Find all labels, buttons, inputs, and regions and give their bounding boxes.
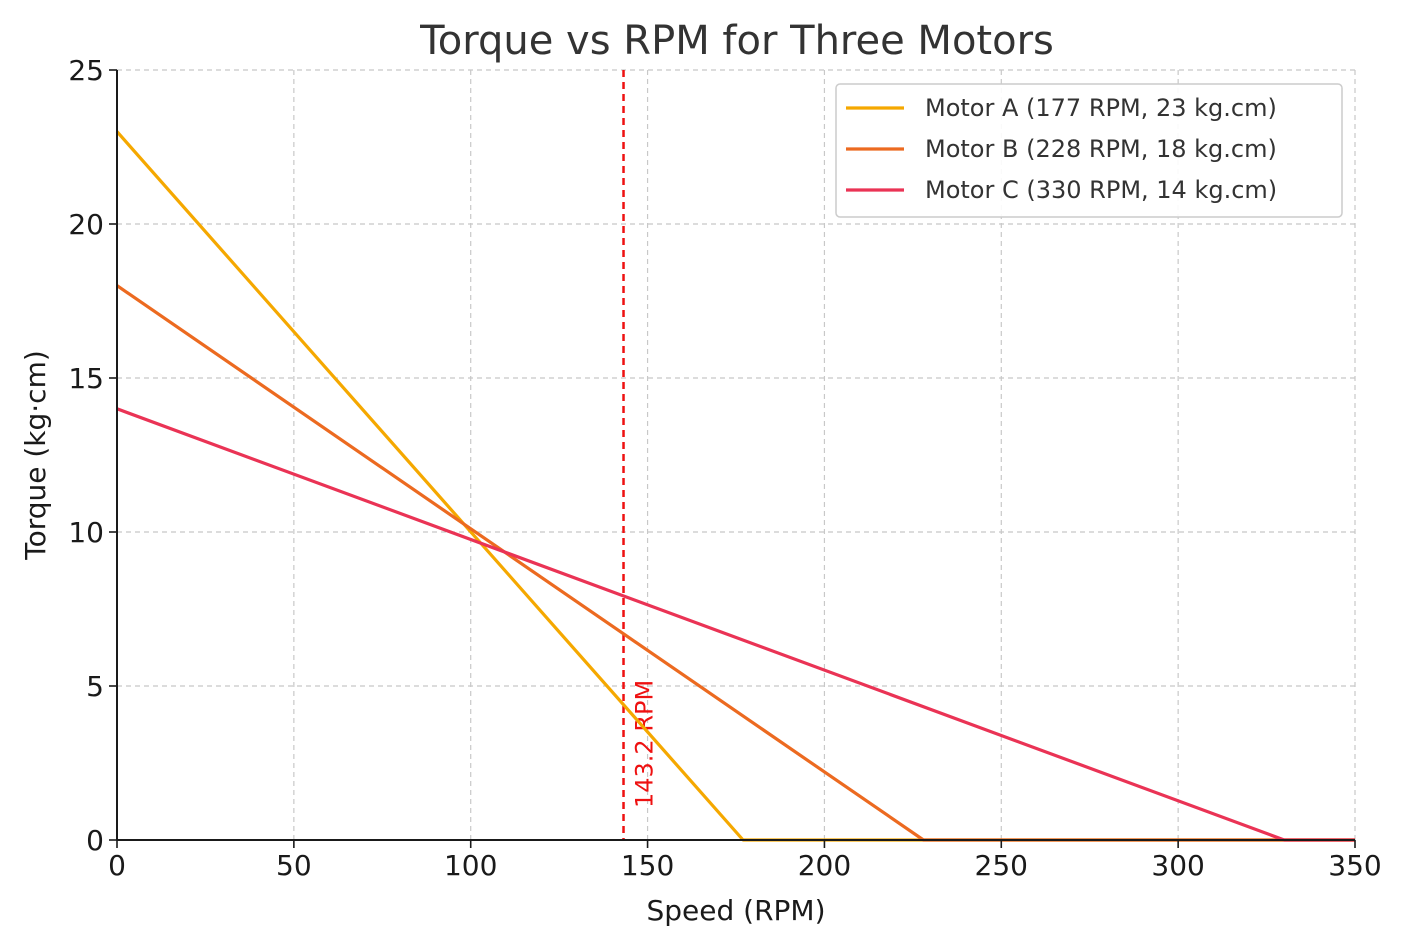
x-tick-label: 150	[621, 849, 674, 882]
ticks: 0 50 100 150 200 250 300 350 0 5 10 15 20 25	[68, 54, 1381, 882]
y-tick-label: 20	[68, 208, 104, 241]
y-tick-label: 25	[68, 54, 104, 87]
y-tick-label: 10	[68, 516, 104, 549]
x-tick-label: 350	[1328, 849, 1381, 882]
x-tick-label: 200	[798, 849, 851, 882]
y-axis-label: Torque (kg·cm)	[19, 350, 52, 561]
series-line-2	[116, 284, 1355, 842]
series-line-3	[116, 407, 1355, 842]
axes	[116, 70, 1355, 841]
legend-box	[835, 83, 1343, 218]
y-tick-label: 15	[68, 362, 104, 395]
chart-title: Torque vs RPM for Three Motors	[419, 18, 1054, 64]
x-axis-label: Speed (RPM)	[646, 894, 825, 927]
y-tick-label: 5	[86, 670, 104, 703]
series-line-1	[115, 130, 1355, 842]
reference-line-label: 143.2 RPM	[631, 680, 659, 808]
x-tick-label: 250	[975, 849, 1028, 882]
legend-label-2: Motor B (228 RPM, 18 kg.cm)	[925, 135, 1277, 163]
legend-label-1: Motor A (177 RPM, 23 kg.cm)	[925, 94, 1277, 122]
reference-line-group: 143.2 RPM	[622, 70, 659, 840]
y-tick-label: 0	[86, 824, 104, 857]
x-tick-label: 300	[1151, 849, 1204, 882]
x-tick-label: 50	[276, 849, 312, 882]
series-group	[115, 130, 1355, 842]
x-tick-label: 100	[444, 849, 497, 882]
legend-label-3: Motor C (330 RPM, 14 kg.cm)	[925, 176, 1277, 204]
x-tick-label: 0	[108, 849, 126, 882]
legend: Motor A (177 RPM, 23 kg.cm) Motor B (228 …	[835, 83, 1343, 218]
